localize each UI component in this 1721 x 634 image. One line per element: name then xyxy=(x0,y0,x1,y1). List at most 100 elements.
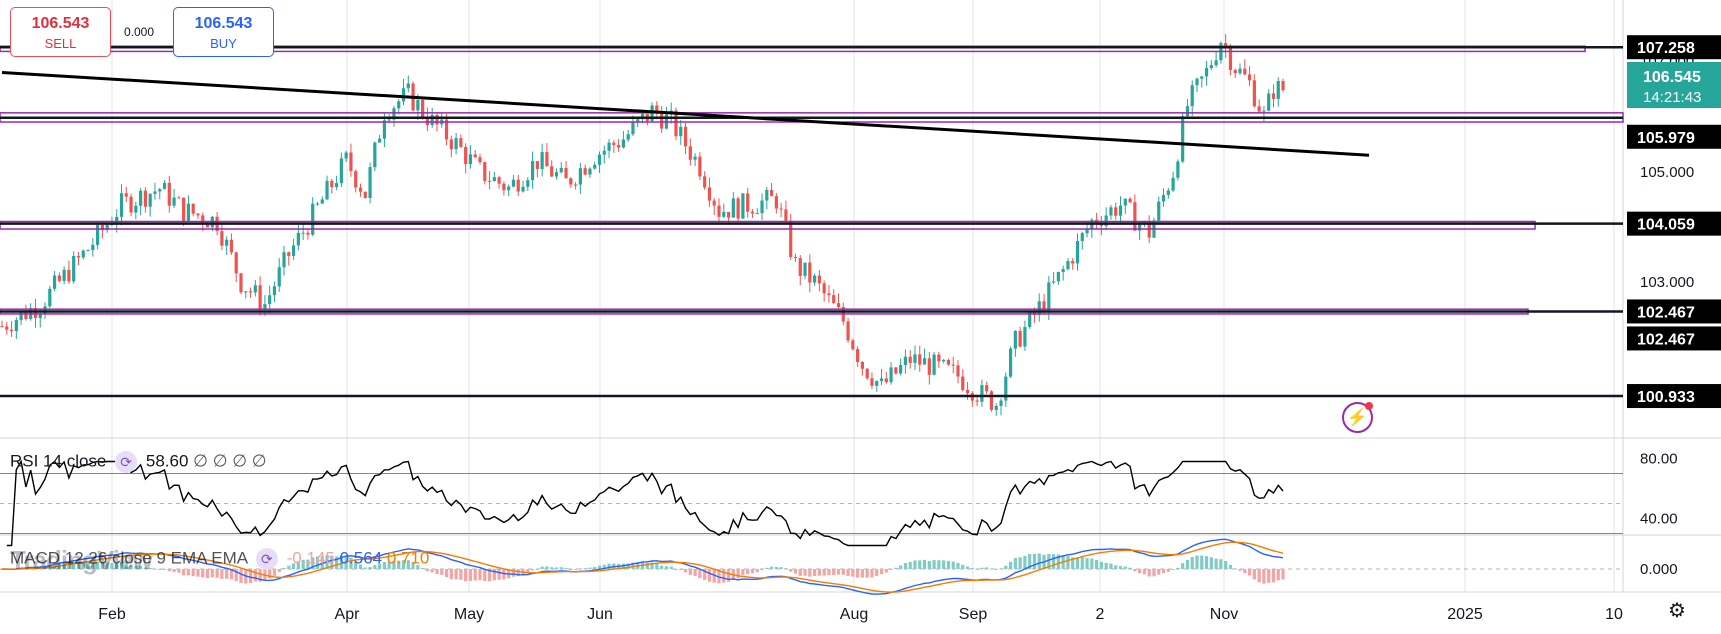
candle-body xyxy=(1037,301,1041,315)
candle-body xyxy=(91,244,95,251)
macd-histogram-bar xyxy=(832,569,836,575)
candle-body xyxy=(588,168,592,175)
macd-histogram-bar xyxy=(205,569,210,579)
macd-histogram-bar xyxy=(425,569,430,572)
macd-histogram-bar xyxy=(248,569,253,584)
macd-histogram-bar xyxy=(1257,569,1261,583)
macd-histogram-bar xyxy=(1075,557,1080,569)
lightning-icon[interactable]: ⚡ xyxy=(1342,402,1373,433)
macd-histogram-bar xyxy=(569,568,573,570)
candles xyxy=(0,34,1285,416)
macd-histogram-bar xyxy=(789,569,793,572)
candle-body xyxy=(674,110,678,137)
macd-histogram-bar xyxy=(1161,569,1166,574)
candle-body xyxy=(813,275,817,283)
macd-histogram-bar xyxy=(655,563,659,569)
macd-histogram-bar xyxy=(583,568,587,570)
sell-button[interactable]: 106.543 SELL xyxy=(10,7,111,57)
candle-body xyxy=(593,164,597,169)
macd-histogram-bar xyxy=(81,561,85,569)
candle-body xyxy=(497,177,501,184)
candle-body xyxy=(507,186,511,191)
macd-histogram-bar xyxy=(387,561,391,569)
macd-histogram-bar xyxy=(473,569,477,581)
rsi-legend: RSI 14 close ⟳ 58.60 ∅ ∅ ∅ ∅ xyxy=(10,451,267,473)
macd-histogram-bar xyxy=(139,565,143,569)
macd-histogram-bar xyxy=(1142,569,1147,575)
macd-histogram-bar xyxy=(96,561,100,569)
macd-histogram-bar xyxy=(167,569,171,572)
macd-histogram-bar xyxy=(191,569,195,577)
macd-histogram-bar xyxy=(1095,559,1099,569)
candle-body xyxy=(784,209,788,221)
candle-body xyxy=(330,180,334,188)
time-axis-label: Jun xyxy=(587,606,613,623)
macd-histogram-bar xyxy=(535,569,539,570)
macd-histogram-bar xyxy=(1195,555,1199,569)
candle-body xyxy=(153,191,157,194)
gear-icon[interactable]: ⚙ xyxy=(1668,600,1686,622)
candle-body xyxy=(712,200,716,206)
candle-body xyxy=(86,250,90,252)
candle-body xyxy=(430,114,434,126)
macd-histogram-bar xyxy=(1152,569,1156,577)
macd-histogram-bar xyxy=(287,565,291,569)
candle-body xyxy=(922,358,927,365)
macd-histogram-bar xyxy=(282,568,286,570)
candle-body xyxy=(660,113,664,129)
candle-body xyxy=(291,245,296,256)
macd-histogram-bar xyxy=(1200,555,1204,569)
candle-body xyxy=(1176,161,1180,178)
macd-histogram-bar xyxy=(851,569,855,577)
macd-histogram-bar xyxy=(1133,569,1137,572)
current-price-tag xyxy=(1627,62,1721,108)
macd-histogram-bar xyxy=(416,564,420,569)
macd-histogram-bar xyxy=(143,567,147,569)
macd-histogram-bar xyxy=(440,569,444,575)
macd-histogram-bar xyxy=(210,569,214,578)
candle-body xyxy=(626,134,630,140)
macd-histogram-bar xyxy=(645,562,649,569)
macd-histogram-bar xyxy=(698,569,702,579)
time-axis-label: Nov xyxy=(1210,606,1238,623)
macd-histogram-bar xyxy=(875,569,879,577)
macd-histogram-bar xyxy=(186,569,191,576)
macd-histogram-bar xyxy=(315,556,320,569)
macd-histogram-bar xyxy=(1214,558,1218,569)
macd-histogram-bar xyxy=(679,569,683,571)
refresh-icon[interactable]: ⟳ xyxy=(115,451,138,473)
candle-body xyxy=(268,295,272,305)
macd-histogram-bar xyxy=(172,569,176,573)
candle-body xyxy=(382,120,386,139)
macd-histogram-bar xyxy=(444,569,449,578)
buy-button[interactable]: 106.543 BUY xyxy=(173,7,274,57)
macd-histogram-bar xyxy=(1233,568,1237,570)
candle-body xyxy=(201,215,205,224)
price-level-label: 105.979 xyxy=(1637,130,1695,147)
macd-histogram-bar xyxy=(760,569,764,571)
candle-body xyxy=(425,116,430,126)
macd-histogram-bar xyxy=(999,568,1003,570)
refresh-icon[interactable]: ⟳ xyxy=(255,548,278,570)
macd-histogram-bar xyxy=(1071,557,1075,569)
candle-body xyxy=(1228,48,1233,70)
macd-histogram-bar xyxy=(277,569,281,572)
candle-body xyxy=(875,381,879,386)
macd-histogram-bar xyxy=(354,561,358,569)
macd-histogram-bar xyxy=(124,562,128,569)
macd-histogram-bar xyxy=(1080,557,1084,569)
candle-body xyxy=(597,154,602,165)
candle-body xyxy=(421,100,425,117)
candle-body xyxy=(535,161,539,169)
candle-body xyxy=(315,203,320,205)
macd-histogram-bar xyxy=(1085,558,1089,569)
macd-histogram-bar xyxy=(746,569,750,575)
macd-histogram-bar xyxy=(827,569,831,576)
candle-body xyxy=(344,152,348,159)
candle-body xyxy=(832,295,836,304)
macd-histogram-bar xyxy=(726,569,731,582)
macd-histogram-bar xyxy=(1018,557,1022,569)
macd-histogram-bar xyxy=(358,564,363,569)
macd-histogram-bar xyxy=(1224,560,1228,569)
